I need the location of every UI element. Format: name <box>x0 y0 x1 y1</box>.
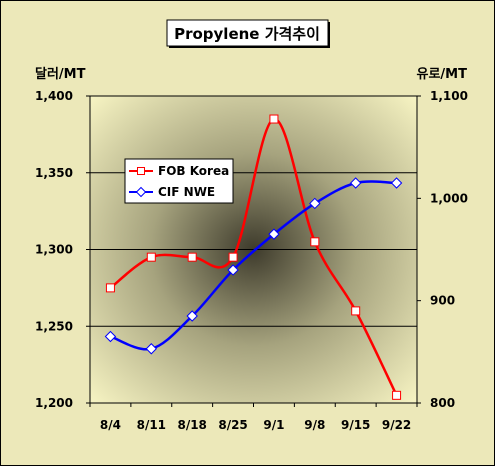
left-tick-label: 1,250 <box>35 319 73 333</box>
x-tick-label: 9/1 <box>263 418 284 432</box>
x-tick-label: 9/8 <box>304 418 325 432</box>
data-point-cif-nwe <box>227 264 239 276</box>
left-tick-label: 1,350 <box>35 166 73 180</box>
data-point-cif-nwe <box>390 177 403 189</box>
legend-marker-cif-nwe <box>135 186 147 198</box>
data-point-cif-nwe <box>268 228 280 240</box>
left-tick-label: 1,300 <box>35 243 73 257</box>
x-tick-label: 8/11 <box>137 418 166 432</box>
data-point-cif-nwe <box>186 310 198 322</box>
data-point-cif-nwe <box>104 330 117 343</box>
data-point-fob-korea <box>146 252 156 262</box>
data-point-cif-nwe <box>309 197 321 210</box>
data-point-cif-nwe <box>349 177 362 189</box>
legend-marker-fob-korea <box>137 167 145 175</box>
left-axis-unit: 달러/MT <box>35 66 86 82</box>
legend-box <box>124 158 234 204</box>
right-tick-label: 800 <box>430 396 455 410</box>
chart-title: Propylene 가격추이 <box>174 25 320 43</box>
legend: FOB Korea CIF NWE <box>124 158 234 204</box>
x-tick-label: 8/25 <box>218 418 247 432</box>
left-tick-label: 1,400 <box>35 89 73 103</box>
series <box>104 114 403 400</box>
data-point-fob-korea <box>392 390 402 400</box>
right-tick-label: 1,000 <box>430 191 468 205</box>
title-box <box>166 19 329 47</box>
data-point-fob-korea <box>105 283 115 293</box>
x-tick-label: 8/18 <box>177 418 206 432</box>
legend-label-cif-nwe: CIF NWE <box>158 185 215 199</box>
right-axis-unit: 유로/MT <box>417 67 468 82</box>
data-point-cif-nwe <box>145 343 158 355</box>
data-point-fob-korea <box>351 306 361 316</box>
data-point-fob-korea <box>310 237 320 247</box>
data-point-fob-korea <box>269 114 279 124</box>
axes: 1,200 1,250 1,300 1,350 1,400 800 900 1,000 1,10… <box>35 89 468 432</box>
data-point-fob-korea <box>187 252 197 262</box>
right-tick-label: 1,100 <box>430 89 468 103</box>
legend-label-fob-korea: FOB Korea <box>158 164 229 178</box>
left-tick-label: 1,200 <box>35 396 73 410</box>
x-tick-label: 8/4 <box>100 418 121 432</box>
data-point-fob-korea <box>228 252 238 262</box>
x-tick-label: 9/15 <box>341 418 370 432</box>
series-line-fob-korea <box>109 117 398 396</box>
right-tick-label: 900 <box>430 294 455 308</box>
x-tick-label: 9/22 <box>382 418 411 432</box>
